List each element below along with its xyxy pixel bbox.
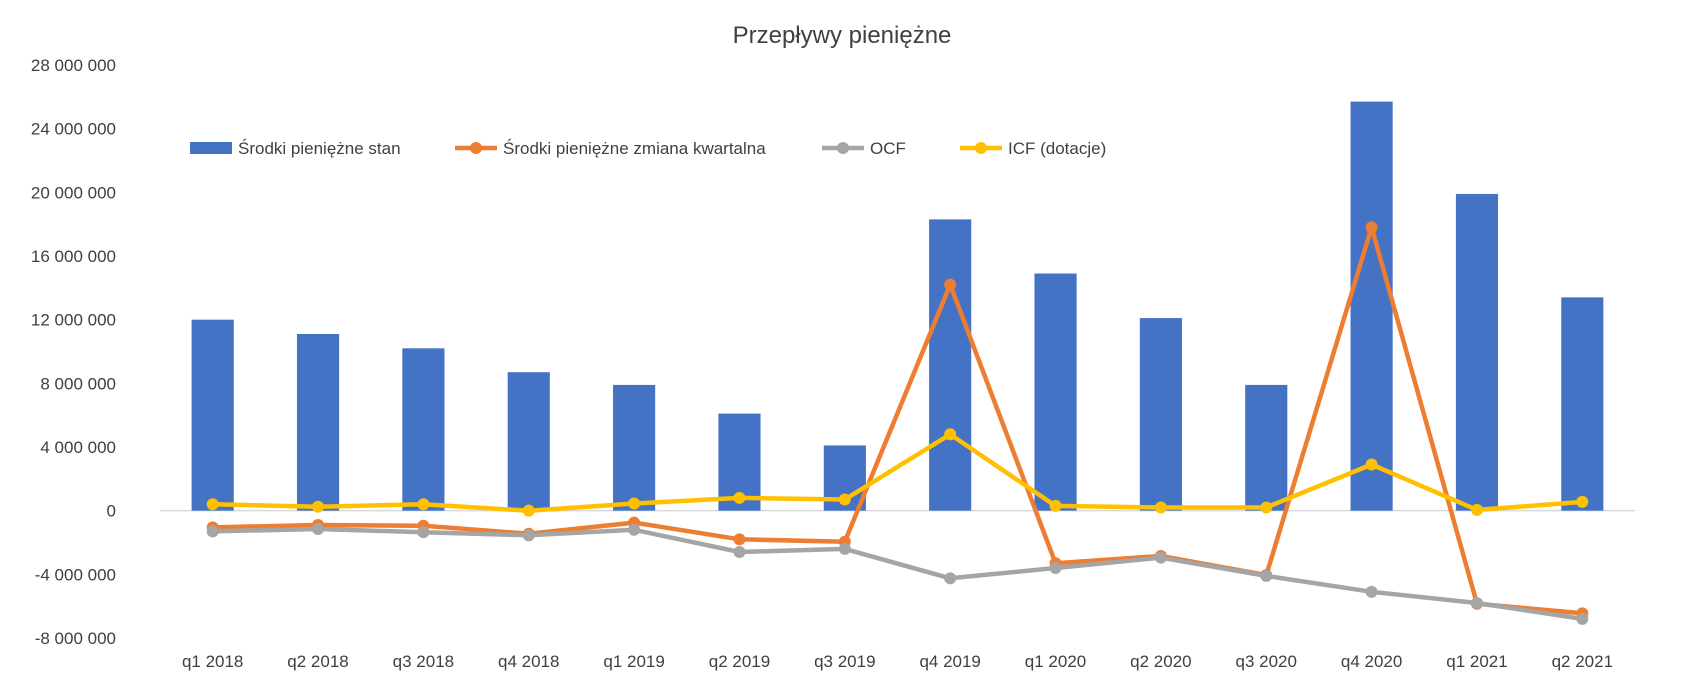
x-tick-label: q4 2019 [919,652,980,671]
data-point [1365,221,1378,234]
bar [613,384,656,511]
data-point [944,428,957,441]
x-tick-label: q1 2021 [1446,652,1507,671]
x-tick-label: q3 2018 [393,652,454,671]
x-tick-label: q2 2018 [287,652,348,671]
series-line [210,432,1585,513]
data-point [628,497,641,510]
bar [1245,384,1288,511]
y-tick-label: 4 000 000 [40,438,116,457]
data-point [1154,501,1167,514]
data-point [838,493,851,506]
legend-label: ICF (dotacje) [1008,139,1106,158]
data-point [1576,495,1589,508]
x-tick-label: q2 2020 [1130,652,1191,671]
y-tick-label: 8 000 000 [40,374,116,393]
y-tick-label: 12 000 000 [31,311,116,330]
data-point [1260,501,1273,514]
data-point [733,491,746,504]
y-tick-label: -8 000 000 [35,629,116,648]
data-point [944,572,957,585]
bar [402,348,445,511]
bar [507,372,550,511]
bar [296,333,340,511]
series-line [210,225,1585,616]
legend-label: Środki pieniężne zmiana kwartalna [503,139,766,158]
data-point [1365,585,1378,598]
line-series [206,221,1589,625]
x-tick-label: q1 2018 [182,652,243,671]
x-tick-label: q4 2018 [498,652,559,671]
data-point [522,529,535,542]
bar [1139,318,1182,511]
y-tick-label: 20 000 000 [31,183,116,202]
data-point [1260,569,1273,582]
data-point [1470,503,1483,516]
data-point [838,542,851,555]
data-point [522,504,535,517]
x-tick-label: q2 2019 [709,652,770,671]
y-tick-label: 16 000 000 [31,247,116,266]
legend-marker [837,142,849,154]
x-tick-label: q3 2020 [1236,652,1297,671]
bar [1350,101,1393,511]
data-point [206,498,219,511]
y-tick-label: 28 000 000 [31,56,116,75]
x-tick-label: q1 2019 [603,652,664,671]
bar [1034,273,1077,511]
chart-title: Przepływy pieniężne [733,22,952,49]
y-axis: 28 000 000 24 000 000 20 000 000 16 000 000… [31,56,116,648]
data-point [944,278,957,291]
legend-marker [975,142,987,154]
data-point [733,546,746,559]
x-tick-label: q3 2019 [814,652,875,671]
y-tick-label: 0 [107,502,116,521]
data-point [1576,612,1589,625]
legend: Środki pieniężne stan Środki pieniężne zm… [190,139,1106,158]
y-tick-label: 24 000 000 [31,120,116,139]
legend-label: Środki pieniężne stan [238,139,401,158]
bar [1455,193,1499,511]
x-axis: q1 2018 q2 2018 q3 2018 q4 2018 q1 2019 q2 20… [160,509,1635,671]
data-point [312,522,325,535]
data-point [1049,561,1062,574]
data-point [417,498,430,511]
bar [929,219,972,511]
data-point [417,526,430,539]
legend-swatch [190,142,232,154]
y-tick-label: -4 000 000 [35,565,116,584]
x-tick-label: q4 2020 [1341,652,1402,671]
data-point [1154,551,1167,564]
data-point [206,525,219,538]
series-line [210,526,1585,622]
data-point [1049,499,1062,512]
x-tick-label: q2 2021 [1552,652,1613,671]
legend-marker [470,142,482,154]
data-point [628,523,641,536]
bar-series [191,101,1604,511]
data-point [1470,596,1483,609]
data-point [1365,458,1378,471]
data-point [312,500,325,513]
x-tick-label: q1 2020 [1025,652,1086,671]
bar [191,319,234,511]
legend-label: OCF [870,139,906,158]
bar [1561,297,1604,511]
data-point [733,533,746,546]
